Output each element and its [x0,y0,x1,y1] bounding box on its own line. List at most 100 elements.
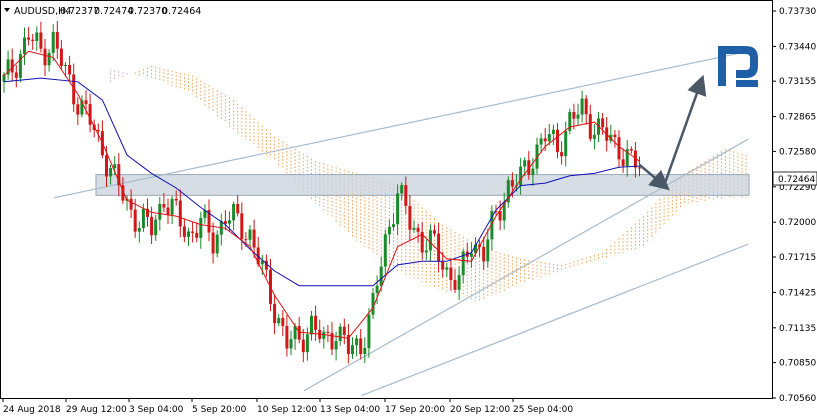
candle-bear [182,226,186,237]
candle-bear [59,48,63,67]
candle-bear [617,137,621,160]
candle-bull [383,234,387,267]
channel-line [303,138,749,392]
candle-bear [55,31,59,49]
candle-bear [96,130,100,132]
candle-bull [424,250,428,253]
y-tick-label: 0.72580 [779,147,816,157]
candle-bull [310,315,313,335]
candle-bear [494,210,498,212]
candle-bull [400,185,404,194]
support-zone [95,174,750,196]
candle-bear [556,129,559,153]
candle-bull [490,210,494,240]
candle-bull [232,203,236,221]
candle-bull [203,210,207,218]
candle-bear [301,339,305,353]
y-tick-label: 0.70850 [779,359,816,369]
y-tick-label: 0.71135 [779,324,816,334]
x-tick-label: 25 Sep 04:00 [513,405,573,415]
ohlc-low: 0.72370 [128,6,167,17]
y-tick-label: 0.70560 [779,394,816,404]
candle-bear [240,213,244,240]
candle-bear [133,209,137,232]
candle-bull [260,260,264,265]
candle-bull [392,224,395,227]
y-tick-label: 0.73440 [779,42,816,52]
candle-bear [297,326,301,340]
candle-bull [170,198,174,215]
candle-bear [453,280,457,290]
y-tick-label: 0.71715 [779,253,816,263]
chart-header: AUDUSD,H4 0.72377 0.72474 0.72370 0.7246… [4,6,201,17]
candle-bear [146,208,149,217]
candle-bear [150,216,154,236]
candle-bear [264,260,268,270]
channel-line [53,50,749,199]
y-tick-label: 0.72000 [779,218,816,228]
candle-bull [535,144,539,169]
candle-bear [342,326,346,335]
candle-bull [187,231,190,237]
candle-bear [76,104,80,115]
candle-bear [449,267,453,281]
candle-bull [387,226,391,235]
candle-bull [379,266,383,286]
candle-bear [117,164,121,186]
candle-bull [2,74,6,82]
triangle-down-icon[interactable] [4,8,10,12]
candle-bull [18,54,22,78]
candle-bull [502,202,506,221]
candle-bear [482,246,486,262]
candle-bull [23,37,26,55]
tenkan-sen-line [3,50,640,339]
candle-bull [35,32,39,41]
candle-bull [6,59,10,75]
candle-bull [428,230,432,251]
candle-bull [248,229,252,240]
candle-bull [519,166,523,186]
candle-bull [531,168,535,176]
candle-bear [195,232,199,238]
x-tick-label: 20 Sep 12:00 [450,405,510,415]
candle-bull [412,227,416,230]
candle-bear [330,332,334,350]
x-tick-label: 24 Aug 2018 [3,405,61,415]
candle-bear [178,200,182,227]
candle-bull [568,111,572,131]
candle-bull [109,168,113,177]
candle-bear [39,32,43,49]
candle-bear [207,210,211,233]
x-tick-label: 10 Sep 12:00 [257,405,317,415]
x-axis: 24 Aug 2018 29 Aug 12:00 3 Sep 04:00 5 Sep … [2,398,573,415]
channel-lines [53,50,749,397]
candle-bear [211,232,215,254]
candle-bear [68,64,72,75]
forecast-arrows [638,74,707,191]
y-tick-label: 0.71425 [779,288,816,298]
candle-bear [31,39,35,41]
candle-bull [80,100,84,115]
candle-bull [158,204,162,220]
candle-bear [166,207,170,215]
candle-bull [375,285,379,294]
ohlc-close: 0.72464 [162,6,201,17]
candle-bear [162,204,166,208]
channel-line [361,243,749,397]
candle-bear [281,317,285,326]
candle-bear [129,198,133,210]
candle-bear [621,159,625,166]
candle-bull [363,348,367,355]
candle-bear [433,230,436,234]
candle-bear [191,231,195,233]
candle-bear [572,111,576,119]
y-tick-label: 0.72290 [779,183,816,193]
candle-bear [638,167,641,169]
candle-bull [396,193,400,225]
candle-bear [498,211,502,221]
y-tick-label: 0.73730 [779,7,816,17]
candle-bull [322,331,326,339]
current-price-label: 0.72464 [772,171,817,186]
candle-bull [137,228,141,232]
